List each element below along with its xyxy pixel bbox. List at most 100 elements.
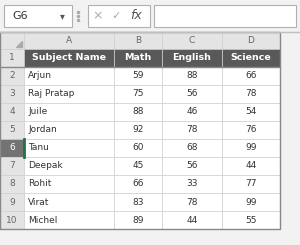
Bar [114, 193, 162, 211]
Bar [222, 49, 280, 67]
Text: 59: 59 [132, 72, 144, 81]
Bar [162, 157, 222, 175]
Bar [0, 0, 300, 32]
Bar [114, 32, 162, 49]
Bar [162, 139, 222, 157]
Bar [162, 211, 222, 229]
Text: 5: 5 [9, 125, 15, 135]
Text: 68: 68 [186, 144, 198, 152]
Bar [0, 211, 24, 229]
Text: Science: Science [231, 53, 272, 62]
Text: ×: × [93, 10, 103, 23]
Text: 56: 56 [186, 89, 198, 98]
Bar [24, 193, 114, 211]
Bar [24, 67, 114, 85]
Text: 54: 54 [245, 108, 257, 117]
Text: C: C [189, 36, 195, 45]
Text: 3: 3 [9, 89, 15, 98]
Text: 75: 75 [132, 89, 144, 98]
Bar [114, 175, 162, 193]
Bar [0, 67, 24, 85]
Text: 33: 33 [186, 180, 198, 188]
Bar [222, 211, 280, 229]
Bar [162, 85, 222, 103]
Bar [24, 175, 114, 193]
Bar [88, 5, 150, 27]
Text: 66: 66 [132, 180, 144, 188]
Text: 9: 9 [9, 197, 15, 207]
Bar [24, 103, 114, 121]
Bar [0, 85, 24, 103]
Bar [114, 139, 162, 157]
Bar [0, 175, 24, 193]
Text: Raj Pratap: Raj Pratap [28, 89, 74, 98]
Bar [0, 32, 24, 49]
Text: 99: 99 [245, 144, 257, 152]
Text: 60: 60 [132, 144, 144, 152]
Text: 76: 76 [245, 125, 257, 135]
Bar [0, 139, 24, 157]
Text: 77: 77 [245, 180, 257, 188]
Text: 45: 45 [132, 161, 144, 171]
Text: A: A [66, 36, 72, 45]
Bar [162, 103, 222, 121]
Text: 2: 2 [9, 72, 15, 81]
Bar [24, 211, 114, 229]
Polygon shape [16, 41, 22, 47]
Bar [24, 157, 114, 175]
Text: 8: 8 [9, 180, 15, 188]
Bar [114, 103, 162, 121]
Text: 1: 1 [9, 53, 15, 62]
Text: 7: 7 [9, 161, 15, 171]
Bar [222, 121, 280, 139]
Bar [222, 103, 280, 121]
Text: 78: 78 [245, 89, 257, 98]
Text: 4: 4 [9, 108, 15, 117]
Bar [4, 5, 72, 27]
Text: 78: 78 [186, 197, 198, 207]
Text: 89: 89 [132, 216, 144, 224]
Bar [162, 32, 222, 49]
Bar [114, 49, 162, 67]
Text: Virat: Virat [28, 197, 50, 207]
Text: 99: 99 [245, 197, 257, 207]
Text: D: D [248, 36, 254, 45]
Bar [114, 157, 162, 175]
Bar [0, 157, 24, 175]
Bar [222, 32, 280, 49]
Text: Math: Math [124, 53, 152, 62]
Bar [0, 49, 24, 67]
Bar [154, 5, 296, 27]
Bar [222, 157, 280, 175]
Bar [0, 121, 24, 139]
Bar [24, 121, 114, 139]
Bar [162, 67, 222, 85]
Text: 83: 83 [132, 197, 144, 207]
Bar [162, 193, 222, 211]
Text: 78: 78 [186, 125, 198, 135]
Text: English: English [172, 53, 212, 62]
Text: Deepak: Deepak [28, 161, 63, 171]
Bar [222, 193, 280, 211]
Text: Tanu: Tanu [28, 144, 49, 152]
Text: 88: 88 [132, 108, 144, 117]
Bar [114, 67, 162, 85]
Text: B: B [135, 36, 141, 45]
Text: 44: 44 [245, 161, 256, 171]
Bar [24, 139, 114, 157]
Bar [222, 85, 280, 103]
Bar [162, 121, 222, 139]
Text: 92: 92 [132, 125, 144, 135]
Text: 44: 44 [186, 216, 198, 224]
Text: 88: 88 [186, 72, 198, 81]
Bar [162, 49, 222, 67]
Text: 55: 55 [245, 216, 257, 224]
Text: Michel: Michel [28, 216, 57, 224]
Bar [222, 175, 280, 193]
Text: ✓: ✓ [111, 11, 121, 21]
Bar [0, 103, 24, 121]
Bar [24, 49, 114, 67]
Text: Juile: Juile [28, 108, 47, 117]
Text: 46: 46 [186, 108, 198, 117]
Text: 10: 10 [6, 216, 18, 224]
